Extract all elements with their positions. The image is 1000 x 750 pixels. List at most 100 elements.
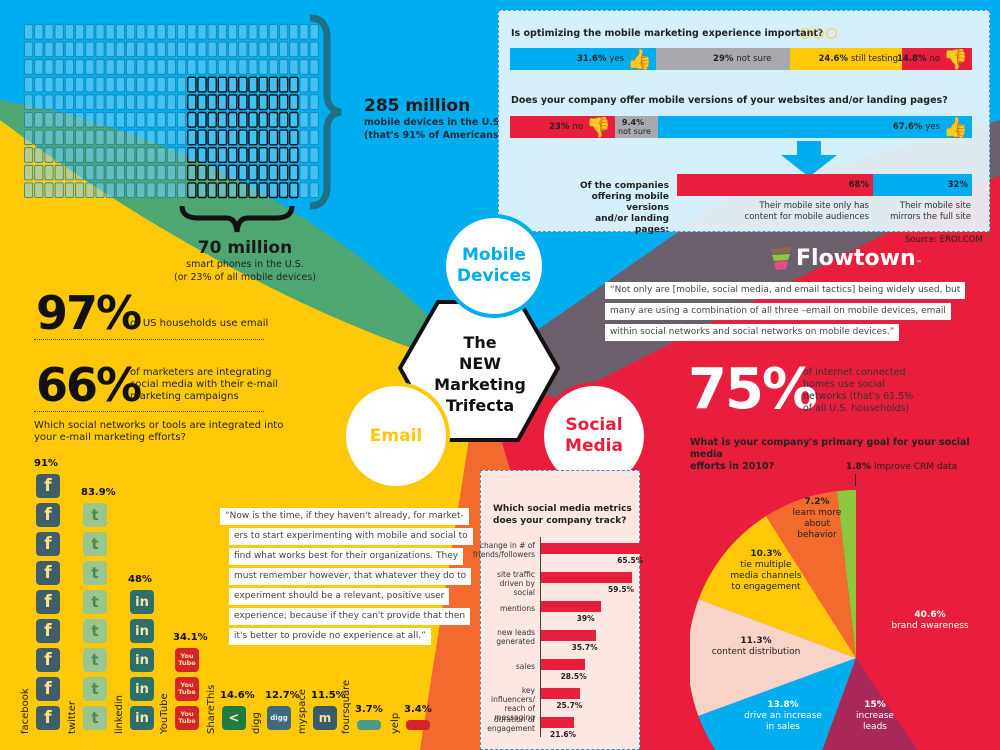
- mobile-survey-panel: Is optimizing the mobile marketing exper…: [498, 10, 990, 235]
- pie-slice: [822, 658, 918, 750]
- metric-label: key influencers/reach of messaging: [491, 686, 535, 722]
- metric-bar: [541, 688, 581, 699]
- divider: [34, 339, 264, 340]
- myspace-percent: 11.5%: [311, 690, 346, 701]
- pie-slice: [856, 490, 1000, 750]
- source-credit: Source: EROI.COM: [905, 235, 983, 245]
- facebook-icon: f: [36, 532, 60, 556]
- linkedin-icon: in: [130, 706, 154, 730]
- smartphones-block: 70 million smart phones in the U.S. (or …: [170, 238, 320, 284]
- pie-leader-line: [855, 474, 856, 486]
- facebook-icon: f: [36, 648, 60, 672]
- mobile-total-value: 285 million: [364, 96, 471, 116]
- metrics-axis: [540, 537, 541, 737]
- metrics-title: Which social media metrics does your com…: [493, 504, 632, 526]
- thumbs-up-icon: 👍: [627, 47, 652, 71]
- survey-question-1: Is optimizing the mobile marketing exper…: [511, 28, 824, 39]
- q3-mirror-caption: Their mobile site mirrors the full site: [890, 201, 971, 222]
- question-icon: ?: [774, 47, 786, 71]
- mobile-total-desc-2: (that's 91% of Americans): [364, 130, 503, 141]
- metric-value: 28.5%: [560, 672, 587, 681]
- divider: [34, 411, 264, 412]
- pie-label-brand: 40.6% brand awareness: [891, 610, 969, 631]
- facebook-icon: f: [36, 590, 60, 614]
- twitter-icon: t: [83, 532, 107, 556]
- mobile-total-desc: mobile devices in the U.S.: [364, 117, 504, 128]
- twitter-icon: t: [83, 677, 107, 701]
- digg-label: digg: [251, 712, 262, 734]
- brand-name: Flowtown: [796, 246, 916, 271]
- down-arrow-icon: [781, 141, 837, 177]
- dots-icon: ○○○: [799, 25, 839, 41]
- q3-mobile-only-caption: Their mobile site only has content for m…: [744, 201, 869, 222]
- flowtown-logo: Flowtown ™: [768, 246, 922, 271]
- digg-percent: 12.7%: [265, 690, 300, 701]
- YouTube-icon: You Tube: [175, 706, 199, 730]
- pie-question: What is your company's primary goal for …: [690, 437, 970, 472]
- facebook-icon: f: [36, 561, 60, 585]
- circle-email: Email: [342, 382, 450, 490]
- mobile-devices-pictograph: [24, 24, 319, 199]
- q2-no-segment: 23% no 👎: [510, 116, 615, 138]
- brace-icon: [179, 205, 295, 233]
- digg-icon: digg: [267, 706, 291, 730]
- thumbs-up-icon: 👍: [943, 115, 968, 139]
- twitter-icon: t: [83, 619, 107, 643]
- myspace-icon: m: [313, 706, 337, 730]
- pie-label-tie-channels: 10.3% tie multiple media channels to engage…: [730, 549, 802, 592]
- YouTube-label: YouTube: [159, 693, 170, 734]
- quote-right-line: within social networks and social networ…: [605, 324, 900, 341]
- metric-value: 39%: [576, 614, 595, 623]
- metric-bar: [541, 572, 633, 583]
- smartphones-desc-2: (or 23% of all mobile devices): [174, 272, 316, 283]
- quote-left-line: “Now is the time, if they haven't alread…: [220, 508, 469, 525]
- stat-75-value: 75%: [688, 357, 818, 422]
- q1-still-testing-segment: 24.6% still testing: [790, 48, 902, 70]
- q3-mobile-only-segment: 68%: [677, 174, 873, 196]
- funnel-icon: [770, 246, 792, 270]
- metric-label: mentions: [500, 604, 535, 613]
- networks-question: Which social networks or tools are integ…: [34, 420, 284, 443]
- facebook-icon: f: [36, 474, 60, 498]
- metric-value: 25.7%: [556, 701, 583, 710]
- linkedin-percent: 48%: [128, 574, 152, 585]
- circle-mobile-devices: Mobile Devices: [442, 214, 546, 318]
- YouTube-icon: You Tube: [175, 677, 199, 701]
- metric-bar: [541, 659, 585, 670]
- yelp-percent: 3.4%: [404, 704, 432, 715]
- linkedin-icon: in: [130, 590, 154, 614]
- ShareThis-percent: 14.6%: [220, 690, 255, 701]
- mobile-total-block: 285 million mobile devices in the U.S. (…: [364, 96, 503, 142]
- quote-left-line: experiment should be a relevant, positiv…: [229, 588, 450, 605]
- pie-slice: [698, 658, 856, 750]
- quote-left-line: must remember however, that whatever the…: [229, 568, 472, 585]
- smartphones-value: 70 million: [197, 238, 293, 258]
- twitter-icon: t: [83, 503, 107, 527]
- q1-not-sure-segment: 29% not sure?: [656, 48, 790, 70]
- foursquare-label: foursquare: [341, 679, 352, 734]
- quote-left-line: experience; because if they can't provid…: [229, 608, 471, 625]
- pie-label-sales: 13.8% drive an increase in sales: [744, 700, 822, 732]
- metric-value: 35.7%: [571, 643, 598, 652]
- facebook-percent: 91%: [34, 458, 58, 469]
- survey-question-2: Does your company offer mobile versions …: [511, 95, 948, 106]
- smartphones-desc: smart phones in the U.S.: [186, 259, 304, 270]
- facebook-icon: f: [36, 677, 60, 701]
- quote-left-line: ers to start experimenting with mobile a…: [229, 528, 473, 545]
- stat-97-value: 97%: [36, 286, 142, 340]
- quote-left-line: find what works best for their organizat…: [229, 548, 464, 565]
- metric-value: 59.5%: [608, 585, 635, 594]
- twitter-icon: t: [83, 590, 107, 614]
- twitter-label: twitter: [67, 701, 78, 734]
- linkedin-icon: in: [130, 648, 154, 672]
- twitter-icon: t: [83, 561, 107, 585]
- facebook-icon: f: [36, 619, 60, 643]
- pie-slice: [690, 599, 856, 716]
- twitter-percent: 83.9%: [81, 487, 116, 498]
- metric-bar: [541, 630, 596, 641]
- stat-66-value: 66%: [36, 358, 142, 412]
- thumbs-down-icon: 👎: [943, 47, 968, 71]
- metric-bar: [541, 717, 575, 728]
- q1-no-segment: 14.8% no 👎: [897, 47, 972, 71]
- pie-slice: [698, 516, 856, 658]
